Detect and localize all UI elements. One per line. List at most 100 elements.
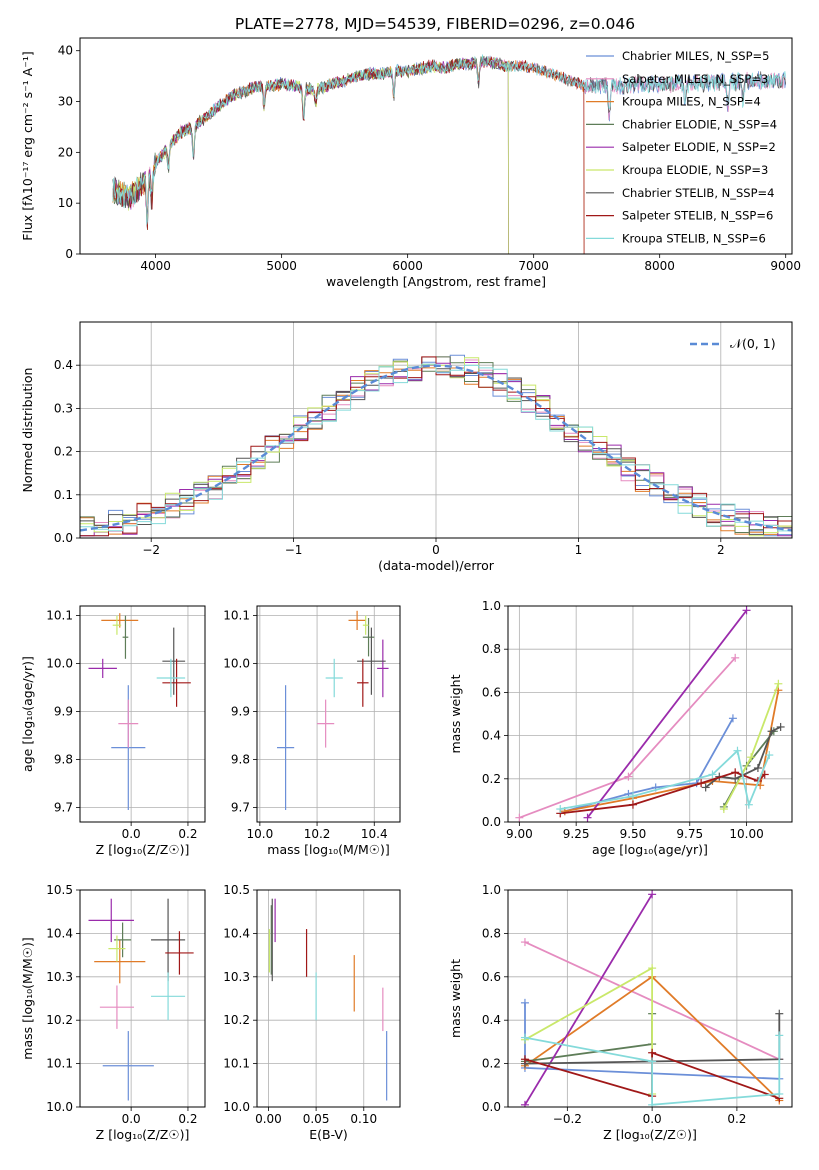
x-axis-label: Z [log₁₀(Z/Z☉)] [603,1127,697,1142]
error-bar-point [377,639,389,698]
histogram-step [80,363,792,532]
axes-frame [79,605,206,823]
plus-marker [775,1009,784,1018]
axes-frame [507,605,793,823]
x-tick-label: 9.75 [676,827,703,841]
plus-marker [583,813,592,822]
plus-marker [520,938,529,947]
plus-marker [708,770,717,779]
y-tick-label: 10.5 [223,883,250,897]
plus-marker [648,1057,657,1066]
y-tick-label: 0.2 [54,445,73,459]
y-axis-label: mass weight [448,959,463,1038]
age-vs-z-panel: 0.0 0.2 9.7 9.8 9.9 10.0 10.1 Z [log₁₀(Z/Z☉)] ag… [20,605,206,857]
y-tick-label: 9.8 [231,753,250,767]
error-bar-point [118,699,139,748]
plus-marker [774,679,783,688]
y-tick-label: 9.8 [54,753,73,767]
y-tick-label: 10.4 [223,926,250,940]
error-bar-point [362,618,375,657]
x-tick-label: 9.50 [620,827,647,841]
age-vs-mass-panel-plot [277,610,389,810]
spectrum-line [112,56,585,254]
error-bar-point [112,615,122,635]
x-tick-label: 5000 [266,259,297,273]
y-axis-label: mass [log₁₀(M/M☉)] [20,937,35,1059]
x-tick-label: 0 [432,543,440,557]
plus-marker [697,779,706,788]
plus-marker [624,772,633,781]
plus-marker [628,792,637,801]
axes-frame [79,889,206,1108]
x-tick-label: 8000 [644,259,675,273]
y-axis-label: age [log₁₀(age/yr)] [20,656,35,772]
legend-label: Salpeter STELIB, N_SSP=6 [622,209,773,223]
y-tick-label: 9.9 [54,705,73,719]
plus-marker [648,890,657,899]
error-bar-point [162,658,191,707]
weight-line [524,893,653,1106]
error-bar-point [151,972,186,1021]
y-tick-label: 10.4 [46,926,73,940]
y-axis-label: Flux [fλ10⁻¹⁷ erg cm⁻² s⁻¹ A⁻¹] [20,51,35,240]
y-tick-label: 0.0 [482,815,501,829]
axes-frame [256,605,401,823]
x-tick-label: 0.00 [255,1112,282,1126]
plus-marker [744,800,753,809]
error-bar-point [357,658,369,707]
axes-frame [79,37,793,255]
legend-label: Kroupa MILES, N_SSP=4 [622,95,761,109]
spectrum-line [112,54,787,225]
grid-lines [508,889,792,1108]
y-tick-label: 10.1 [46,609,73,623]
error-bar-point [325,658,343,698]
y-tick-label: 10.0 [223,657,250,671]
plus-marker [648,1100,657,1107]
x-tick-label: 6000 [392,259,423,273]
plus-marker [747,753,756,762]
y-tick-label: 0.2 [482,772,501,786]
plus-marker [520,998,529,1007]
weight-line [586,609,748,819]
x-tick-label: 0.10 [350,1112,377,1126]
x-tick-label: −1 [285,543,303,557]
error-bar-point [348,610,366,630]
y-axis-label: mass weight [448,674,463,753]
mass-vs-z-panel-plot [88,898,194,1101]
error-bar-point [357,627,386,695]
error-bar-point [122,615,129,659]
plus-marker [731,653,740,662]
plus-marker [515,813,524,822]
y-tick-label: 20 [58,145,73,159]
y-tick-label: 10.0 [223,1100,250,1114]
plus-marker [520,1100,529,1107]
spectrum-panel: 4000 5000 6000 7000 8000 9000 0 10 20 30 40 wavelen… [20,37,801,289]
x-tick-label: 0.2 [178,1112,197,1126]
plus-marker [733,746,742,755]
plus-marker [775,1031,784,1040]
x-tick-label: 4000 [140,259,171,273]
y-tick-label: 10.5 [46,883,73,897]
error-bar-point [362,615,369,635]
axes-frame [507,889,793,1108]
x-tick-label: 9.25 [563,827,590,841]
x-tick-label: 10.0 [247,827,274,841]
grid-lines [80,889,205,1108]
error-bar-point [156,658,186,698]
x-tick-label: 0.0 [122,1112,141,1126]
y-tick-label: 10.2 [46,1013,73,1027]
x-tick-label: 0.2 [727,1112,746,1126]
age-vs-mass-panel: 10.0 10.2 10.4 9.7 9.8 9.9 10.0 10.1 mass [log₁₀… [223,605,401,857]
y-tick-label: 9.7 [54,801,73,815]
y-tick-label: 30 [58,95,73,109]
y-tick-label: 0.8 [482,926,501,940]
weight-line [524,966,653,1094]
x-tick-label: 10.4 [361,827,388,841]
plus-marker [628,800,637,809]
legend-label: 𝒩(0, 1) [730,336,776,351]
spectrum-plot [112,54,787,254]
y-tick-label: 10.0 [46,657,73,671]
y-tick-label: 9.7 [231,801,250,815]
x-axis-label: (data-model)/error [378,558,495,573]
